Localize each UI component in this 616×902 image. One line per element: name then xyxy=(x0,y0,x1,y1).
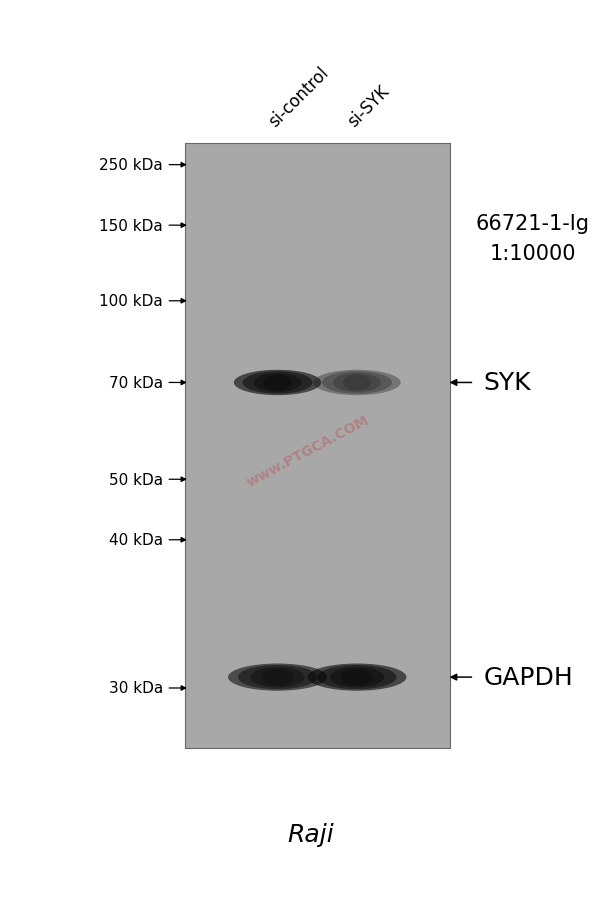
Ellipse shape xyxy=(264,375,291,391)
Ellipse shape xyxy=(250,667,305,687)
Ellipse shape xyxy=(333,373,381,392)
Ellipse shape xyxy=(322,372,392,394)
Text: 100 kDa: 100 kDa xyxy=(100,294,163,309)
Text: 150 kDa: 150 kDa xyxy=(100,218,163,234)
Text: 30 kDa: 30 kDa xyxy=(109,681,163,695)
Ellipse shape xyxy=(253,373,302,392)
Ellipse shape xyxy=(341,669,373,686)
Text: 70 kDa: 70 kDa xyxy=(109,375,163,391)
Ellipse shape xyxy=(317,666,397,689)
Text: 40 kDa: 40 kDa xyxy=(109,533,163,548)
Text: GAPDH: GAPDH xyxy=(484,666,573,689)
Ellipse shape xyxy=(243,372,312,394)
Ellipse shape xyxy=(238,666,317,689)
Ellipse shape xyxy=(234,371,321,396)
Ellipse shape xyxy=(343,375,371,391)
Text: si-SYK: si-SYK xyxy=(344,82,393,131)
Ellipse shape xyxy=(228,664,327,691)
Bar xyxy=(185,144,450,749)
Text: www.PTGCA.COM: www.PTGCA.COM xyxy=(245,413,371,489)
Text: si-control: si-control xyxy=(265,64,332,131)
Text: Raji: Raji xyxy=(288,823,334,846)
Text: 66721-1-Ig
1:10000: 66721-1-Ig 1:10000 xyxy=(476,215,590,263)
Ellipse shape xyxy=(262,669,293,686)
Text: SYK: SYK xyxy=(484,371,531,395)
Text: 250 kDa: 250 kDa xyxy=(100,158,163,173)
Ellipse shape xyxy=(314,371,400,396)
Ellipse shape xyxy=(307,664,407,691)
Ellipse shape xyxy=(330,667,384,687)
Text: 50 kDa: 50 kDa xyxy=(109,473,163,487)
